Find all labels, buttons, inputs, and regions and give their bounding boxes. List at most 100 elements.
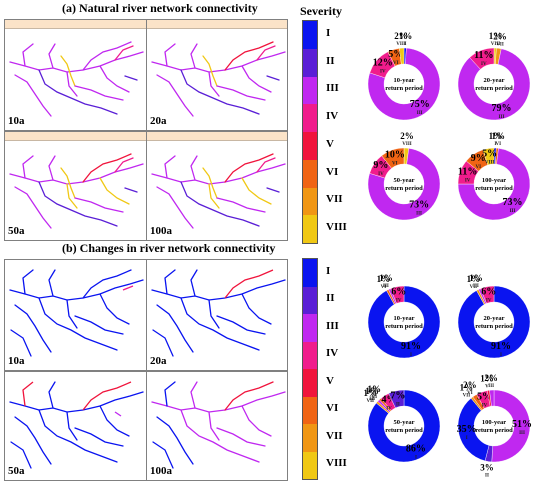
slice-value-label: 5%: [388, 49, 403, 60]
colorbar-label: III: [326, 82, 339, 95]
donut-center-label: return period: [385, 85, 423, 92]
map-header-band: [147, 20, 287, 29]
river-network-map: [9, 381, 144, 469]
slice-class-label: VI: [381, 285, 387, 290]
slice-class-label: VI: [371, 395, 377, 400]
slice-class-label: III: [369, 397, 375, 402]
colorbar-swatch-iv: [303, 341, 317, 369]
colorbar-label: VI: [326, 165, 339, 178]
map-panel-b-10a: 10a: [4, 259, 147, 371]
slice-class-label: IV: [481, 62, 487, 67]
donut-slice: [469, 47, 495, 70]
colorbar-swatch-vi: [303, 396, 317, 424]
slice-value-label: 75%: [410, 99, 430, 110]
slice-class-label: I: [500, 353, 502, 358]
donut-slice: [367, 148, 441, 221]
slice-class-label: I: [405, 42, 407, 47]
slice-value-label: 5%: [482, 148, 497, 159]
river-network-map: [151, 41, 286, 117]
colorbar-label: VII: [326, 429, 343, 442]
panel-label: 50a: [8, 225, 25, 237]
slice-value-label: 1%: [480, 374, 494, 384]
donut-slice: [367, 285, 441, 359]
panel-label: 100a: [150, 465, 172, 477]
slice-value-label: 1%: [491, 131, 505, 141]
colorbar-swatch-iii: [303, 76, 317, 105]
donut-slice: [457, 148, 531, 221]
colorbar-swatch-vii: [303, 424, 317, 452]
slice-class-label: VIII: [402, 142, 412, 147]
slice-value-label: 6%: [391, 287, 406, 298]
donut-center-label: return period: [385, 323, 423, 330]
slice-class-label: III: [519, 431, 525, 436]
river-network-map: [151, 269, 286, 357]
donut-slice: [390, 285, 405, 304]
slice-value-label: 2%: [493, 31, 507, 41]
slice-class-label: IV: [482, 404, 488, 409]
colorbar-swatch-viii: [303, 451, 317, 479]
colorbar-label: I: [326, 264, 331, 277]
slice-class-label: IV: [378, 172, 384, 177]
panel-label: 20a: [150, 115, 167, 127]
slice-class-label: IV: [396, 299, 402, 304]
colorbar-label: VIII: [326, 457, 347, 470]
colorbar-label: IV: [326, 110, 339, 123]
slice-class-label: I: [494, 142, 496, 147]
slice-class-label: VIII: [491, 42, 501, 47]
map-panel-a-50a: 50a: [4, 131, 147, 241]
colorbar-label: VIII: [326, 221, 347, 234]
map-panel-a-20a: 20a: [146, 19, 288, 131]
slice-value-label: 1%: [467, 274, 481, 284]
colorbar-swatch-vii: [303, 187, 317, 216]
colorbar-swatch-i: [303, 259, 317, 287]
colorbar-label: VII: [326, 193, 343, 206]
donut-center-label: return period: [475, 323, 513, 330]
colorbar-swatch-ii: [303, 48, 317, 77]
map-panel-b-20a: 20a: [146, 259, 288, 371]
slice-value-label: 1%: [363, 388, 377, 398]
slice-class-label: III: [488, 384, 494, 389]
slice-class-label: VI: [392, 162, 398, 167]
donut-center-label: return period: [385, 185, 423, 192]
slice-value-label: 4%: [381, 394, 396, 405]
colorbar-swatch-v: [303, 132, 317, 160]
slice-value-label: 9%: [373, 160, 388, 171]
section-b-title: (b) Changes in river network connectivit…: [62, 241, 276, 255]
slice-value-label: 10%: [385, 150, 405, 161]
colorbar-label: V: [326, 374, 334, 387]
panel-label: 100a: [150, 225, 172, 237]
slice-class-label: VII: [366, 399, 374, 404]
colorbar-label: V: [326, 137, 334, 150]
panel-label: 20a: [150, 355, 167, 367]
slice-value-label: 1%: [379, 273, 393, 283]
river-network-map: [151, 381, 286, 469]
severity-colorbar-a: [302, 20, 318, 244]
donut-slice: [457, 285, 531, 359]
donut-center-label: 20-year: [484, 77, 505, 84]
donut-center-label: 10-year: [394, 315, 415, 322]
slice-class-label: IV: [386, 406, 392, 411]
colorbar-label: II: [326, 54, 335, 67]
donut-center-label: 50-year: [394, 177, 415, 184]
donut-slice: [480, 285, 495, 304]
slice-class-label: V: [485, 385, 489, 390]
slice-value-label: 2%: [400, 131, 414, 141]
slice-value-label: 1%: [489, 131, 503, 141]
slice-value-label: 86%: [406, 443, 426, 454]
donut-chart: 1%I1%VI73%III11%IV9%VI5%VIII100-yearretu…: [457, 131, 531, 221]
slice-value-label: 1%: [365, 386, 379, 396]
donut-center-label: return period: [475, 185, 513, 192]
slice-value-label: 91%: [401, 341, 421, 352]
colorbar-swatch-ii: [303, 286, 317, 314]
colorbar-label: I: [326, 26, 331, 39]
slice-class-label: VII: [496, 42, 504, 47]
panel-label: 50a: [8, 465, 25, 477]
slice-class-label: II: [485, 473, 489, 478]
slice-value-label: 2%: [394, 31, 408, 41]
donut-slice: [367, 389, 441, 463]
